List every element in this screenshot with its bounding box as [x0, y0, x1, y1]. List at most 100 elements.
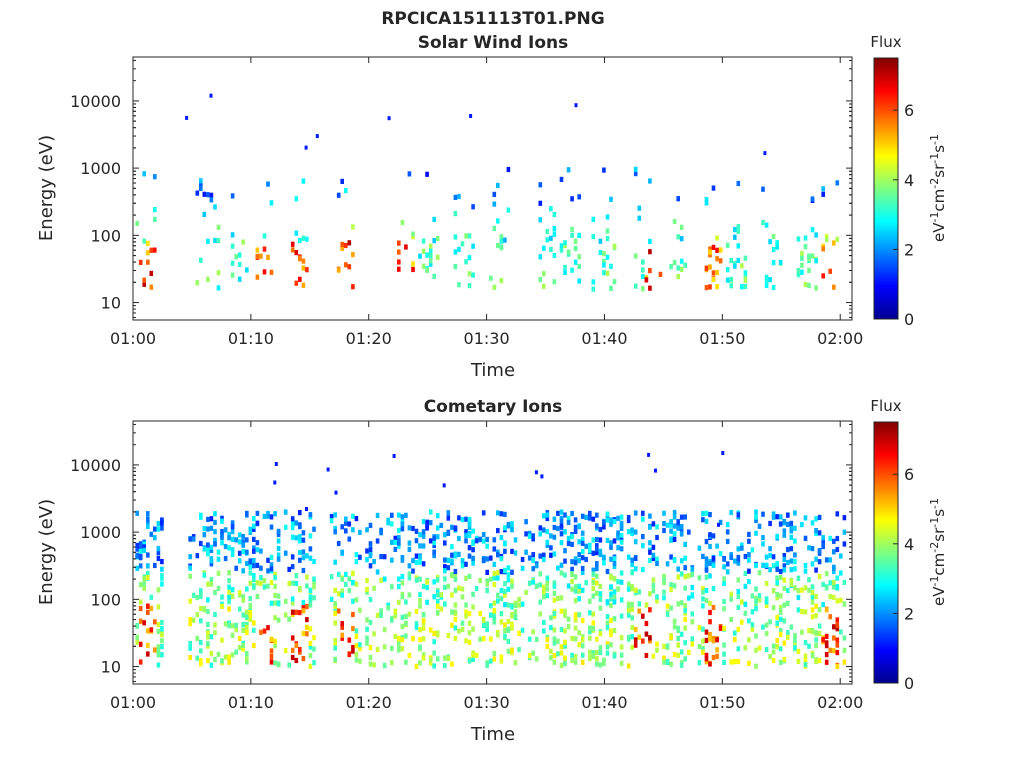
heatmap-cell [496, 510, 500, 516]
heatmap-cell [344, 581, 348, 588]
heatmap-cell [435, 656, 440, 662]
heatmap-cell [683, 565, 687, 571]
heatmap-cell [255, 562, 260, 568]
heatmap-cell [135, 542, 139, 548]
heatmap-cell [828, 614, 832, 620]
heatmap-cell [679, 224, 684, 230]
heatmap-cell [467, 516, 472, 523]
heatmap-cell [245, 625, 249, 631]
heatmap-cell [499, 654, 504, 660]
heatmap-cell [457, 535, 461, 542]
heatmap-cell [506, 577, 511, 583]
heatmap-cell [237, 635, 242, 642]
heatmap-cell [733, 234, 737, 240]
heatmap-cell [390, 645, 394, 651]
heatmap-cell [563, 655, 567, 661]
heatmap-cell [453, 635, 458, 641]
heatmap-cell [552, 226, 557, 232]
heatmap-cell [648, 638, 652, 644]
colorbar-units: eV-1cm-2sr-1s-1 [928, 498, 949, 606]
heatmap-cell [549, 615, 553, 621]
heatmap-cell [206, 276, 210, 282]
heatmap-cell [230, 536, 235, 542]
heatmap-cell [450, 524, 454, 530]
heatmap-cell [591, 216, 596, 222]
heatmap-cell [230, 551, 235, 557]
heatmap-cell [542, 245, 546, 251]
heatmap-cell [563, 529, 567, 535]
heatmap-cell [679, 662, 684, 668]
heatmap-cell [531, 629, 535, 635]
heatmap-cell [552, 610, 557, 616]
heatmap-cell [552, 640, 557, 646]
heatmap-cell [248, 616, 253, 623]
heatmap-cell [545, 637, 550, 643]
heatmap-cell [655, 641, 659, 647]
heatmap-cell [290, 654, 295, 661]
heatmap-cell [828, 268, 832, 274]
heatmap-cell [397, 512, 401, 518]
heatmap-cell [453, 616, 458, 622]
heatmap-cell [754, 530, 758, 536]
heatmap-cell [156, 526, 161, 532]
heatmap-cell [156, 644, 161, 650]
heatmap-cell [294, 230, 299, 236]
heatmap-cell [814, 567, 818, 573]
heatmap-cell [428, 258, 433, 264]
heatmap-cell [245, 609, 249, 615]
heatmap-cell [358, 642, 362, 648]
heatmap-cell [503, 541, 507, 547]
heatmap-cell [704, 561, 709, 567]
heatmap-cell [704, 510, 709, 516]
heatmap-cell [149, 605, 154, 611]
y-axis-label: Energy (eV) [36, 499, 57, 605]
heatmap-cell [757, 645, 762, 651]
heatmap-cell [333, 656, 337, 662]
heatmap-cell [185, 115, 189, 120]
heatmap-cell [298, 238, 302, 244]
heatmap-cell [814, 516, 818, 522]
heatmap-cell [701, 603, 705, 609]
heatmap-cell [400, 220, 405, 226]
x-tick-label: 02:00 [817, 329, 863, 348]
heatmap-cell [397, 249, 401, 255]
heatmap-cell [344, 188, 348, 194]
heatmap-cell [156, 550, 161, 556]
heatmap-cell [591, 550, 596, 556]
heatmap-cell [453, 568, 458, 575]
heatmap-cell [262, 269, 267, 275]
heatmap-cell [573, 560, 578, 566]
heatmap-cell [778, 593, 783, 599]
heatmap-cell [545, 643, 550, 650]
heatmap-cell [273, 592, 277, 598]
heatmap-cell [747, 637, 751, 643]
heatmap-cell [633, 555, 638, 561]
heatmap-cell [503, 511, 507, 517]
heatmap-cell [351, 570, 355, 576]
heatmap-cell [708, 249, 712, 255]
heatmap-cell [619, 579, 624, 585]
heatmap-cell [701, 511, 705, 517]
heatmap-cell [308, 640, 313, 646]
heatmap-cell [336, 591, 341, 597]
heatmap-cell [351, 580, 355, 586]
heatmap-cell [252, 627, 256, 633]
heatmap-cell [248, 602, 253, 609]
heatmap-cell [510, 604, 514, 610]
heatmap-cell [595, 656, 599, 662]
heatmap-cell [736, 626, 741, 632]
heatmap-cell [559, 595, 564, 601]
heatmap-cell [793, 632, 797, 639]
heatmap-cell [701, 649, 705, 655]
heatmap-cell [722, 659, 726, 665]
heatmap-cell [736, 546, 741, 552]
heatmap-cell [347, 264, 352, 270]
heatmap-cell [679, 258, 684, 264]
heatmap-cell [237, 645, 242, 651]
heatmap-cells [135, 93, 840, 292]
heatmap-cell [340, 592, 344, 598]
heatmap-cell [545, 512, 550, 518]
heatmap-cell [262, 233, 267, 239]
heatmap-cell [340, 524, 344, 530]
heatmap-cell [715, 247, 719, 253]
